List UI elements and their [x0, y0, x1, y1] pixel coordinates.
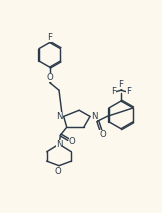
Text: N: N [91, 112, 97, 121]
Text: O: O [46, 73, 53, 82]
Text: O: O [55, 167, 62, 176]
Text: N: N [56, 140, 62, 149]
Text: F: F [111, 87, 116, 96]
Text: F: F [47, 33, 52, 42]
Text: O: O [69, 137, 75, 146]
Text: N: N [57, 112, 63, 121]
Text: F: F [126, 87, 131, 96]
Text: O: O [99, 130, 106, 139]
Text: F: F [118, 80, 123, 89]
